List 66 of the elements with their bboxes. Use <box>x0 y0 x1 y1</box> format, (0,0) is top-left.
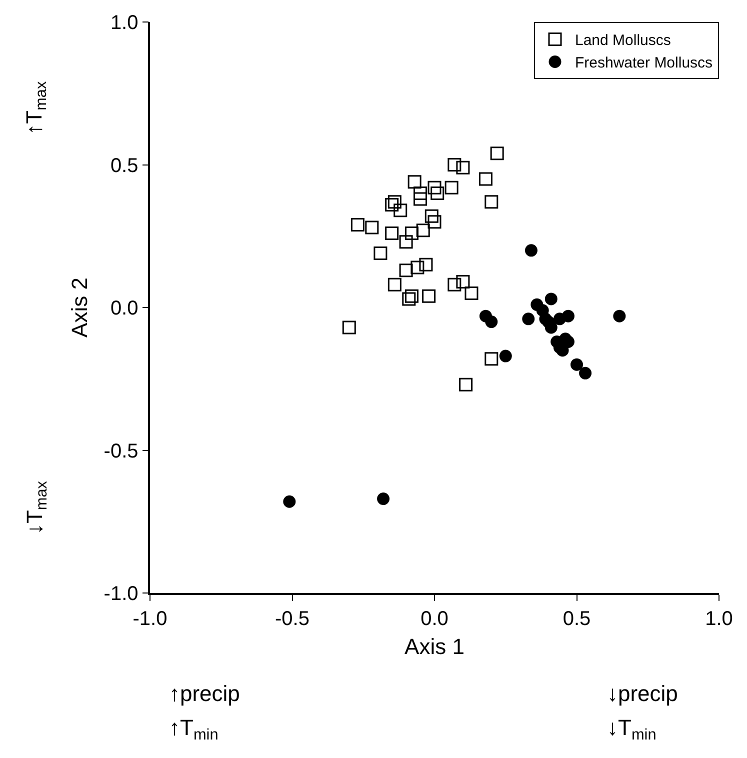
point <box>464 286 478 300</box>
point <box>562 310 574 322</box>
point <box>385 226 399 240</box>
point <box>444 180 458 194</box>
legend-label: Freshwater Molluscs <box>575 54 713 72</box>
point <box>579 366 592 380</box>
point <box>414 192 428 206</box>
x-tick-label: 0.0 <box>420 608 448 630</box>
point <box>388 278 402 292</box>
point <box>410 260 424 274</box>
point <box>428 215 442 229</box>
text: ↑T$_{min}$ <box>169 715 218 744</box>
point <box>456 160 470 174</box>
point <box>404 226 418 240</box>
x-tick-label: -1.0 <box>132 608 168 630</box>
point <box>414 186 428 200</box>
point <box>350 218 364 232</box>
point <box>283 495 296 508</box>
point <box>404 289 418 303</box>
y-tick-label: -1.0 <box>104 583 138 605</box>
legend-label: Land Molluscs <box>575 32 671 50</box>
point <box>613 310 626 322</box>
point <box>430 186 444 200</box>
point <box>419 258 433 272</box>
y-axis-title: Axis 2 <box>67 278 92 338</box>
x-axis-title: Axis 1 <box>404 634 464 660</box>
x-tick-label: 1.0 <box>705 608 733 630</box>
point <box>402 292 416 306</box>
y-tick-label: 0.0 <box>110 298 138 320</box>
point <box>544 292 558 306</box>
point <box>424 209 438 223</box>
point <box>522 312 535 326</box>
point <box>416 224 430 238</box>
point <box>365 220 379 234</box>
y-tick-label: -0.5 <box>104 440 138 462</box>
point <box>388 195 402 209</box>
point <box>448 158 462 172</box>
point <box>456 275 470 289</box>
point <box>422 289 436 303</box>
point <box>485 316 498 328</box>
point <box>399 235 413 249</box>
point <box>374 246 388 260</box>
point <box>499 350 512 362</box>
point <box>484 352 498 366</box>
point <box>394 204 408 218</box>
y-tick-label: 0.5 <box>110 154 138 177</box>
point <box>342 320 356 334</box>
y-tick-label: 1.0 <box>110 12 138 34</box>
x-tick-label: -0.5 <box>275 608 310 630</box>
text: ↑precip <box>169 681 240 706</box>
text: ↓T$_{min}$ <box>607 715 656 744</box>
point <box>428 180 442 194</box>
point <box>484 195 498 209</box>
point <box>490 146 504 160</box>
point <box>448 278 462 292</box>
x-tick-label: 0.5 <box>562 608 591 630</box>
point <box>478 172 492 186</box>
point <box>544 321 558 334</box>
point <box>408 175 422 189</box>
point <box>399 264 413 278</box>
point <box>570 358 583 371</box>
point <box>524 244 538 257</box>
point <box>385 198 399 212</box>
point <box>459 378 473 392</box>
point <box>377 492 390 506</box>
text: ↓precip <box>607 681 678 706</box>
